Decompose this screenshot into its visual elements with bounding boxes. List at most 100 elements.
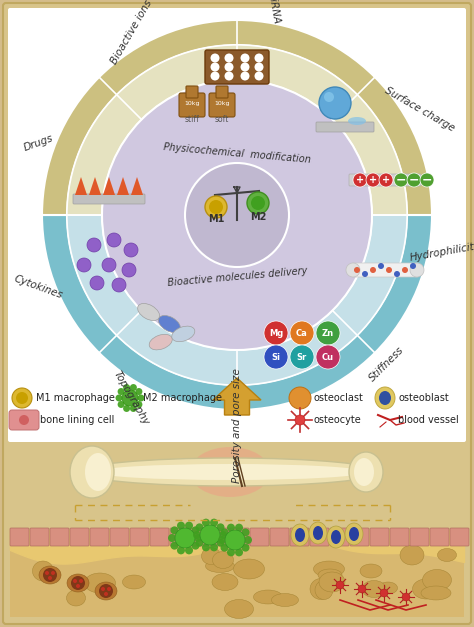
- Polygon shape: [117, 177, 129, 195]
- Circle shape: [194, 534, 202, 542]
- Circle shape: [202, 544, 210, 551]
- Text: Cytokines: Cytokines: [13, 274, 64, 300]
- Circle shape: [79, 579, 83, 583]
- Text: osteoblast: osteoblast: [399, 393, 450, 403]
- FancyBboxPatch shape: [210, 528, 229, 546]
- FancyBboxPatch shape: [170, 528, 189, 546]
- Circle shape: [407, 173, 421, 187]
- Circle shape: [193, 531, 201, 539]
- Circle shape: [402, 593, 410, 601]
- Text: blood vessel: blood vessel: [398, 415, 459, 425]
- Circle shape: [177, 546, 185, 554]
- Circle shape: [210, 53, 219, 63]
- Circle shape: [102, 258, 116, 272]
- Circle shape: [171, 526, 179, 534]
- Circle shape: [324, 92, 334, 102]
- Ellipse shape: [360, 564, 382, 578]
- Circle shape: [136, 388, 142, 395]
- Circle shape: [264, 321, 288, 345]
- Text: Physicochemical  modification: Physicochemical modification: [163, 142, 311, 164]
- FancyArrow shape: [213, 378, 261, 415]
- Circle shape: [227, 549, 235, 556]
- Ellipse shape: [254, 590, 283, 604]
- FancyBboxPatch shape: [410, 528, 429, 546]
- Circle shape: [210, 519, 218, 527]
- Wedge shape: [67, 45, 407, 215]
- Circle shape: [73, 579, 77, 583]
- Circle shape: [123, 384, 130, 391]
- Circle shape: [104, 592, 108, 596]
- Ellipse shape: [438, 549, 456, 562]
- FancyBboxPatch shape: [352, 263, 418, 277]
- Circle shape: [319, 87, 351, 119]
- Ellipse shape: [313, 526, 323, 540]
- Circle shape: [255, 53, 264, 63]
- FancyBboxPatch shape: [73, 194, 145, 204]
- Ellipse shape: [345, 523, 363, 545]
- Circle shape: [136, 401, 142, 408]
- Circle shape: [225, 530, 245, 550]
- Circle shape: [195, 524, 203, 531]
- Circle shape: [99, 584, 113, 598]
- Circle shape: [16, 392, 28, 404]
- Circle shape: [220, 544, 228, 552]
- Text: osteoclast: osteoclast: [314, 393, 364, 403]
- FancyBboxPatch shape: [90, 528, 109, 546]
- Circle shape: [118, 388, 125, 395]
- Wedge shape: [42, 20, 432, 215]
- Text: M1 macrophage: M1 macrophage: [36, 393, 115, 403]
- Ellipse shape: [400, 545, 424, 565]
- Circle shape: [202, 519, 210, 527]
- Circle shape: [225, 53, 234, 63]
- Text: Zn: Zn: [322, 329, 334, 337]
- Ellipse shape: [349, 527, 359, 541]
- Text: Si: Si: [272, 352, 281, 362]
- Text: stiff: stiff: [184, 115, 200, 124]
- Ellipse shape: [362, 581, 386, 598]
- FancyBboxPatch shape: [330, 528, 349, 546]
- Text: M2: M2: [250, 212, 266, 222]
- FancyBboxPatch shape: [350, 528, 369, 546]
- Text: osteocyte: osteocyte: [314, 415, 362, 425]
- Circle shape: [107, 233, 121, 247]
- Circle shape: [336, 581, 344, 589]
- Ellipse shape: [272, 594, 299, 606]
- Circle shape: [217, 539, 225, 547]
- Circle shape: [240, 53, 249, 63]
- Text: Sr: Sr: [297, 352, 307, 362]
- Circle shape: [410, 263, 416, 269]
- Circle shape: [353, 173, 367, 187]
- FancyBboxPatch shape: [70, 528, 89, 546]
- Circle shape: [378, 263, 384, 269]
- Ellipse shape: [39, 566, 61, 584]
- Circle shape: [240, 71, 249, 80]
- Circle shape: [386, 267, 392, 273]
- Circle shape: [362, 271, 368, 277]
- Circle shape: [51, 571, 55, 575]
- Circle shape: [43, 568, 57, 582]
- Ellipse shape: [122, 575, 146, 589]
- Circle shape: [225, 63, 234, 71]
- Circle shape: [191, 526, 200, 534]
- Text: Ca: Ca: [296, 329, 308, 337]
- Ellipse shape: [331, 530, 341, 544]
- Ellipse shape: [315, 581, 333, 599]
- Circle shape: [130, 384, 137, 391]
- Circle shape: [123, 405, 130, 412]
- Ellipse shape: [172, 326, 195, 342]
- Circle shape: [346, 263, 360, 277]
- FancyBboxPatch shape: [270, 528, 289, 546]
- Circle shape: [87, 238, 101, 252]
- Ellipse shape: [95, 582, 117, 600]
- Circle shape: [210, 63, 219, 71]
- Circle shape: [354, 267, 360, 273]
- Ellipse shape: [137, 303, 160, 320]
- Ellipse shape: [379, 582, 398, 594]
- Circle shape: [218, 536, 226, 544]
- Ellipse shape: [379, 391, 391, 405]
- FancyBboxPatch shape: [10, 528, 29, 546]
- Circle shape: [19, 415, 29, 425]
- Ellipse shape: [84, 573, 116, 593]
- Text: −: −: [396, 174, 406, 186]
- Circle shape: [200, 525, 220, 545]
